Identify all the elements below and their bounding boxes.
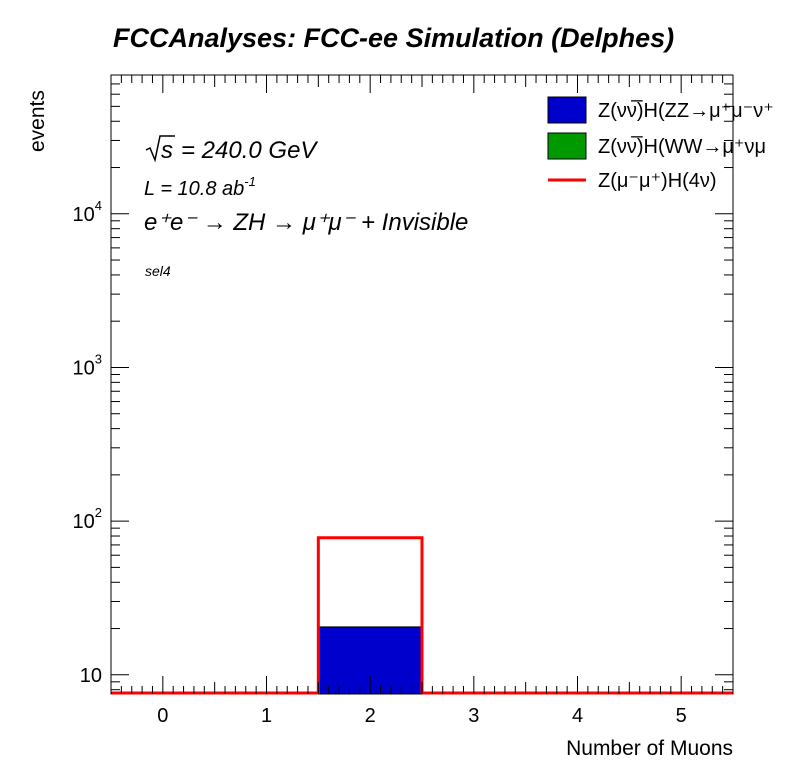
legend: Z(νν̅)H(ZZ→μ⁺μ⁻ν⁺ Z(νν̅)H(WW→μ⁺νμ Z(μ⁻μ⁺)H…: [547, 96, 774, 192]
legend-label-2: Z(μ⁻μ⁺)H(4ν): [598, 170, 717, 192]
x-tick-label: 2: [365, 705, 376, 727]
lumi-label: L = 10.8 ab-1: [144, 174, 256, 200]
y-tick-label: 103: [73, 351, 102, 379]
legend-swatch-0: [547, 96, 587, 124]
lumi-text: L = 10.8 ab: [144, 178, 244, 200]
x-tick-label: 1: [261, 705, 272, 727]
y-tick-exponent: 4: [95, 198, 102, 213]
energy-label: = 240.0 GeV: [181, 137, 318, 164]
x-tick-label: 3: [468, 705, 479, 727]
sqrt-s-label: s: [161, 137, 173, 164]
lumi-exponent: -1: [244, 174, 256, 189]
legend-label-1: Z(νν̅)H(WW→μ⁺νμ: [598, 135, 766, 158]
y-tick-base: 10: [73, 511, 95, 533]
y-tick-exponent: 3: [95, 351, 102, 366]
x-tick-label: 5: [676, 705, 687, 727]
y-tick-base: 10: [73, 357, 95, 379]
sqrt-s-annotation: s = 240.0 GeV: [145, 135, 318, 164]
y-tick-exponent: 2: [95, 505, 102, 520]
y-axis-label: events: [26, 90, 49, 152]
process-label: e⁺e⁻ → ZH → μ⁺μ⁻ + Invisible: [144, 209, 468, 236]
y-tick-label: 10: [80, 665, 102, 687]
x-axis-label: Number of Muons: [566, 737, 733, 760]
y-tick-base: 10: [80, 665, 102, 687]
legend-label-0: Z(νν̅)H(ZZ→μ⁺μ⁻ν⁺: [598, 99, 774, 122]
line-bin-2: [316, 536, 424, 694]
y-tick-label: 104: [73, 198, 102, 226]
x-tick-label: 0: [157, 705, 168, 727]
x-axis-ticks: 0 1 2 3 4 5: [110, 75, 734, 727]
x-tick-label: 4: [572, 705, 583, 727]
legend-swatch-1: [547, 132, 587, 160]
selection-label: sel4: [145, 263, 171, 279]
sqrt-symbol: [145, 135, 175, 163]
histogram-bars: [111, 536, 733, 695]
chart-title: FCCAnalyses: FCC-ee Simulation (Delphes): [113, 23, 674, 53]
y-tick-base: 10: [73, 204, 95, 226]
y-tick-label: 102: [73, 505, 102, 533]
